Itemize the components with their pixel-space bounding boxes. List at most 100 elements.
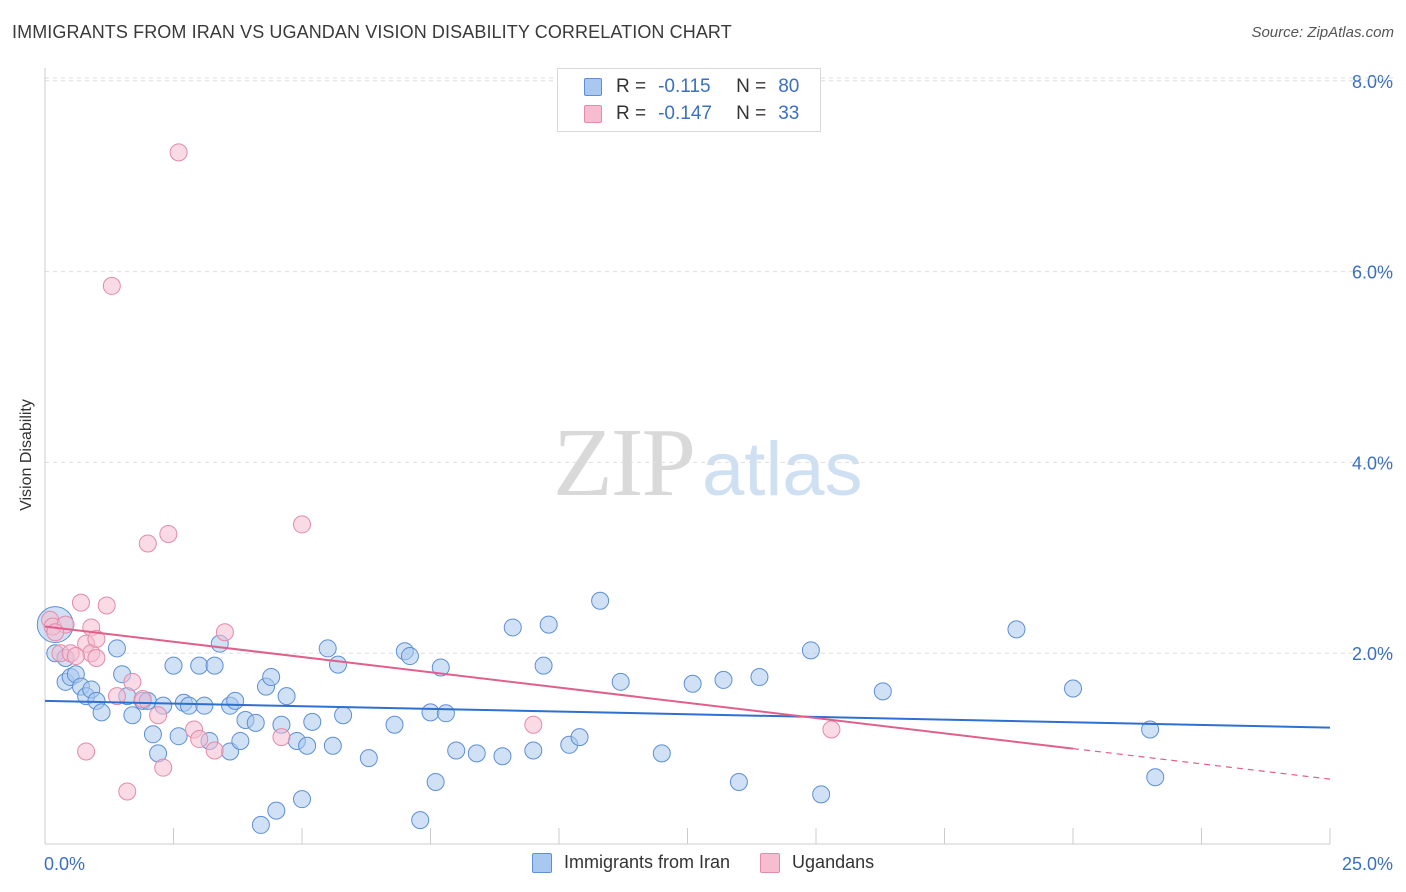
legend-n-value: 33 (778, 103, 800, 124)
series-legend-iran: Immigrants from Iran (532, 852, 730, 873)
ugandans-point (118, 782, 137, 801)
correlation-legend: R = -0.115 N = 80 R = -0.147 N = 33 (557, 68, 821, 132)
iran-point (611, 672, 630, 691)
iran-point (591, 591, 610, 610)
iran-point (411, 811, 430, 830)
iran-point (179, 696, 198, 715)
iran-point (436, 704, 455, 723)
iran-point (812, 785, 831, 804)
ugandans-point (123, 672, 142, 691)
iran-point (493, 747, 512, 766)
ugandans-point (293, 515, 311, 534)
legend-row-ugandans: R = -0.147 N = 33 (584, 102, 799, 126)
legend-row-iran: R = -0.115 N = 80 (584, 75, 799, 99)
watermark: ZIP atlas (553, 405, 863, 519)
iran-point (447, 741, 466, 760)
series-legend: Immigrants from Iran Ugandans (532, 852, 904, 873)
iran-point (570, 728, 589, 747)
iran-point (400, 647, 419, 666)
iran-point (164, 656, 183, 675)
ugandans-point (159, 524, 178, 543)
iran-point (190, 656, 209, 675)
ugandans-trend-extension (1072, 748, 1331, 780)
chart-title: IMMIGRANTS FROM IRAN VS UGANDAN VISION D… (12, 22, 732, 42)
legend-n-label: N = (736, 103, 767, 124)
iran-point (277, 687, 296, 706)
ugandans-point (71, 593, 90, 612)
legend-n-value: 80 (778, 76, 800, 97)
series-label-ugandans: Ugandans (792, 852, 875, 872)
ugandans-point (169, 143, 188, 162)
iran-point (714, 670, 733, 689)
iran-point (231, 731, 250, 750)
iran-point (431, 658, 450, 677)
iran-point (359, 749, 378, 768)
ugandans-point (66, 647, 85, 666)
iran-point (873, 682, 892, 701)
iran-point (467, 744, 486, 763)
x-tick-label: 0.0% (44, 854, 85, 874)
legend-r-value: -0.147 (658, 103, 712, 124)
iran-point (426, 772, 445, 791)
iran-point (169, 727, 188, 746)
iran-point (421, 703, 440, 722)
iran-point (1146, 768, 1165, 787)
iran-point (92, 703, 111, 722)
y-tick-label: 8.0% (1352, 72, 1393, 92)
legend-swatch-ugandans (584, 105, 602, 123)
iran-point (303, 712, 322, 731)
iran-point (729, 772, 748, 791)
legend-r-value: -0.115 (658, 76, 711, 97)
iran-point (262, 668, 281, 687)
series-legend-ugandans: Ugandans (760, 852, 874, 873)
source-label: Source: ZipAtlas.com (1251, 24, 1394, 41)
ugandans-point (77, 742, 96, 761)
iran-point (267, 801, 286, 820)
iran-point (323, 736, 342, 755)
ugandans-point (822, 720, 841, 739)
iran-point (683, 674, 702, 693)
iran-point (652, 744, 671, 763)
iran-point (226, 691, 245, 710)
iran-trend-line (44, 699, 1331, 729)
ugandans-point (524, 715, 543, 734)
ugandans-point (102, 276, 121, 295)
iran-point (246, 713, 265, 732)
iran-point (143, 725, 162, 744)
iran-point (107, 639, 126, 658)
ugandans-point (97, 596, 116, 615)
iran-point (123, 706, 142, 725)
x-tick-label: 25.0% (1342, 854, 1393, 874)
watermark-zip: ZIP (553, 409, 696, 517)
iran-point (195, 696, 214, 715)
ugandans-point (87, 648, 106, 667)
ugandans-point (190, 730, 209, 749)
iran-point (1141, 720, 1160, 739)
iran-point (539, 615, 558, 634)
ugandans-point (149, 706, 168, 725)
legend-r-label: R = (616, 103, 647, 124)
iran-point (293, 790, 311, 809)
y-tick-label: 6.0% (1352, 263, 1393, 283)
ugandans-point (87, 629, 106, 648)
iran-point (318, 639, 337, 658)
ugandans-point (138, 534, 157, 553)
series-label-iran: Immigrants from Iran (564, 852, 731, 872)
iran-point (328, 655, 347, 674)
iran-point (524, 741, 543, 760)
ugandans-point (133, 689, 152, 708)
iran-point (1064, 679, 1082, 698)
legend-swatch-iran (584, 78, 602, 96)
y-tick-label: 2.0% (1352, 644, 1393, 664)
ugandans-point (272, 728, 291, 747)
ugandans-point (107, 687, 126, 706)
watermark-atlas: atlas (702, 427, 863, 512)
iran-point (205, 656, 224, 675)
series-swatch-iran (532, 852, 552, 873)
y-tick-label: 4.0% (1352, 453, 1393, 473)
iran-point (1007, 620, 1026, 639)
iran-point (251, 815, 270, 834)
ugandans-point (205, 741, 224, 760)
legend-r-label: R = (616, 76, 647, 97)
iran-point (801, 641, 820, 660)
